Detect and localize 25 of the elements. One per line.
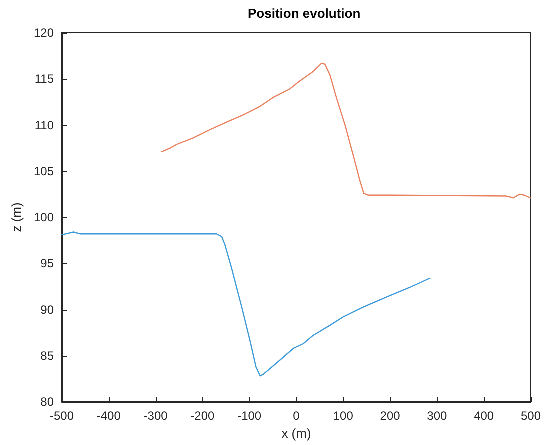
x-tick-label: 0 bbox=[293, 409, 300, 423]
y-tick-label: 105 bbox=[34, 164, 54, 178]
x-tick-label: -500 bbox=[50, 409, 74, 423]
x-tick-label: -200 bbox=[190, 409, 216, 423]
y-tick-label: 115 bbox=[34, 72, 54, 86]
y-tick-label: 100 bbox=[34, 210, 54, 224]
y-tick-label: 110 bbox=[34, 118, 54, 132]
x-tick-label: -100 bbox=[238, 409, 262, 423]
y-axis-title: z (m) bbox=[9, 202, 24, 232]
x-tick-label: 300 bbox=[427, 409, 448, 423]
x-tick-label: -400 bbox=[96, 409, 122, 423]
chart-title: Position evolution bbox=[248, 6, 361, 21]
y-tick-label: 120 bbox=[34, 26, 54, 40]
x-axis-title: x (m) bbox=[282, 426, 312, 441]
x-tick-label: 100 bbox=[333, 409, 354, 423]
y-tick-label: 95 bbox=[40, 256, 54, 271]
y-tick-label: 85 bbox=[40, 348, 54, 363]
y-tick-label: 90 bbox=[40, 302, 54, 317]
line-series bbox=[61, 232, 431, 377]
x-tick-label: 500 bbox=[520, 409, 542, 423]
x-tick-label: 400 bbox=[474, 409, 494, 423]
y-tick-label: 80 bbox=[40, 395, 54, 409]
x-tick-label: -300 bbox=[144, 409, 168, 423]
x-tick-label: 200 bbox=[380, 409, 401, 423]
line-series bbox=[161, 62, 532, 199]
